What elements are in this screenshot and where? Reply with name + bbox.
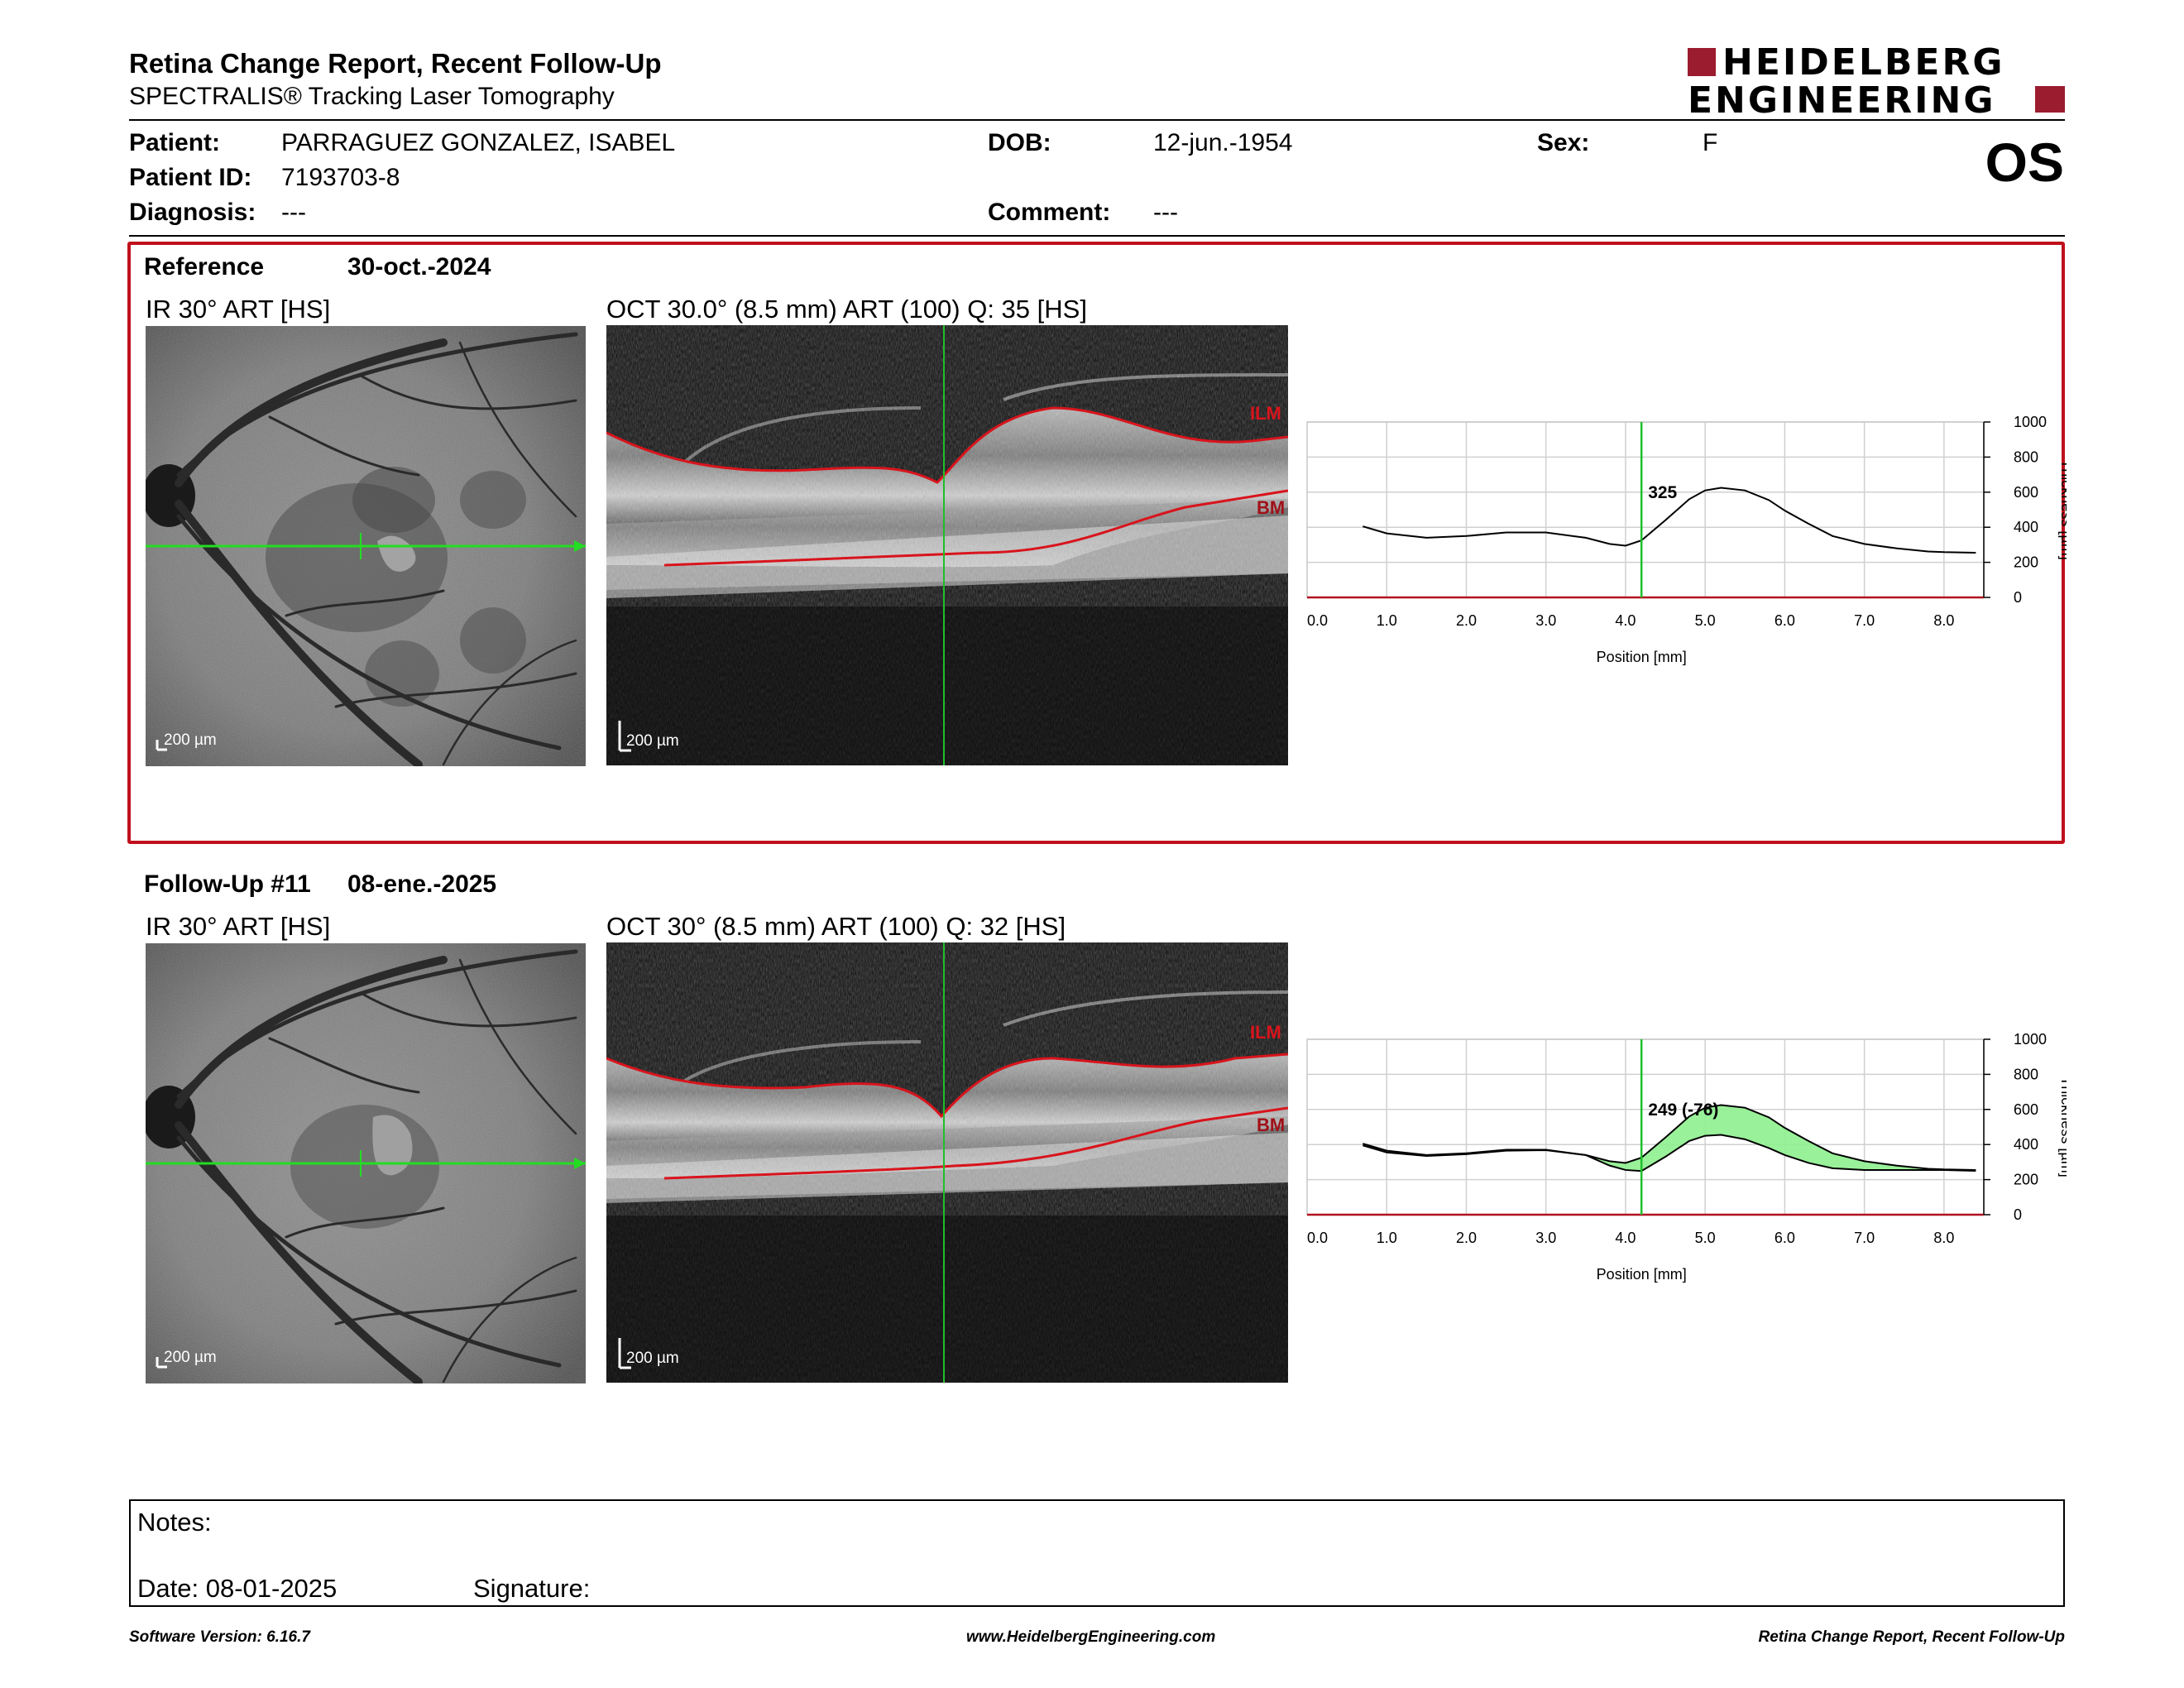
reference-x-tick-label: 0.0 — [1307, 612, 1328, 629]
followup-y-tick-label: 200 — [2014, 1172, 2038, 1188]
followup-x-tick-label: 4.0 — [1615, 1230, 1636, 1246]
reference-bm-label: BM — [1257, 497, 1285, 518]
patient-id-label: Patient ID: — [129, 164, 252, 191]
reference-label: Reference — [144, 253, 265, 281]
patient-name: PARRAGUEZ GONZALEZ, ISABEL — [281, 129, 676, 156]
sex-value: F — [1703, 129, 1718, 156]
followup-label: Follow-Up #11 — [144, 870, 311, 898]
patient-divider — [129, 235, 2065, 237]
reference-ir-image[interactable]: 200 µm — [146, 326, 586, 766]
reference-y-tick-label: 800 — [2014, 448, 2038, 465]
followup-x-tick-label: 6.0 — [1774, 1230, 1795, 1246]
reference-x-tick-label: 5.0 — [1695, 612, 1716, 629]
reference-y-tick-label: 400 — [2014, 519, 2038, 535]
followup-oct-image[interactable]: ILM BM 200 µm — [606, 942, 1288, 1383]
reference-chart-grid — [1307, 421, 1984, 598]
dob-label: DOB: — [988, 129, 1051, 156]
reference-x-tick-label: 8.0 — [1933, 612, 1954, 629]
footer-software: Software Version: 6.16.7 — [129, 1628, 310, 1646]
diagnosis-value: --- — [281, 199, 306, 226]
reference-y-tick-label: 0 — [2014, 589, 2022, 606]
logo-square-icon — [1688, 48, 1716, 76]
logo-square-icon — [2035, 86, 2065, 113]
notes-date: Date: 08-01-2025 — [137, 1574, 338, 1603]
followup-x-axis-label: Position [mm] — [1597, 1266, 1687, 1283]
reference-x-tick-label: 6.0 — [1774, 612, 1795, 629]
signature-label: Signature: — [473, 1574, 591, 1603]
report-title: Retina Change Report, Recent Follow-Up — [129, 48, 662, 79]
reference-frame — [127, 242, 2065, 844]
dob-value: 12-jun.-1954 — [1153, 129, 1293, 156]
reference-oct-image[interactable]: ILM BM 200 µm — [606, 325, 1288, 765]
reference-y-tick-label: 600 — [2014, 484, 2038, 501]
followup-thickness-line-1 — [1363, 1134, 1976, 1172]
reference-ir-scale: 200 µm — [164, 731, 217, 749]
followup-ir-title: IR 30° ART [HS] — [146, 912, 331, 941]
followup-date: 08-ene.-2025 — [347, 870, 497, 898]
reference-x-tick-label: 2.0 — [1456, 612, 1477, 629]
followup-ir-image[interactable]: 200 µm — [146, 943, 586, 1383]
footer-website[interactable]: www.HeidelbergEngineering.com — [966, 1628, 1216, 1646]
reference-x-tick-label: 4.0 — [1615, 612, 1636, 629]
followup-thickness-line-0 — [1363, 1104, 1976, 1171]
followup-x-tick-label: 7.0 — [1854, 1230, 1875, 1246]
report-subtitle: SPECTRALIS® Tracking Laser Tomography — [129, 83, 615, 110]
followup-y-tick-label: 600 — [2014, 1101, 2038, 1118]
reference-oct-title: OCT 30.0° (8.5 mm) ART (100) Q: 35 [HS] — [606, 295, 1087, 324]
comment-label: Comment: — [988, 199, 1111, 226]
reference-cursor-value-label: 325 — [1648, 483, 1677, 502]
comment-value: --- — [1153, 199, 1178, 226]
followup-ilm-label: ILM — [1250, 1022, 1281, 1043]
followup-cursor-value-label: 249 (-76) — [1648, 1101, 1718, 1120]
reference-ir-title: IR 30° ART [HS] — [146, 295, 331, 324]
followup-y-tick-label: 800 — [2014, 1066, 2038, 1082]
reference-y-tick-label: 200 — [2014, 554, 2038, 571]
followup-chart-frame — [1306, 1038, 1985, 1216]
followup-ir-scale: 200 µm — [164, 1349, 217, 1366]
diagnosis-label: Diagnosis: — [129, 199, 256, 226]
followup-y-tick-label: 0 — [2014, 1206, 2022, 1223]
followup-bm-label: BM — [1257, 1115, 1285, 1135]
reference-thickness-line-0 — [1363, 487, 1976, 554]
followup-thickness-change-area — [1363, 1105, 1976, 1172]
notes-label: Notes: — [137, 1508, 212, 1537]
logo-line2: ENGINEERING — [1688, 79, 1996, 122]
followup-thickness-chart[interactable]: 0.0 1.0 2.0 3.0 4.0 5.0 6.0 7.0 8.0 0 200 400 600 800… — [1305, 1031, 2067, 1296]
patient-id: 7193703-8 — [281, 164, 400, 191]
followup-x-tick-label: 8.0 — [1933, 1230, 1954, 1246]
followup-x-tick-label: 2.0 — [1456, 1230, 1477, 1246]
followup-y-axis-label: Thickness [µm] — [2058, 1077, 2067, 1177]
eye-indicator: OS — [1985, 132, 2064, 193]
footer-report-name: Retina Change Report, Recent Follow-Up — [1758, 1628, 2065, 1646]
reference-oct-scale: 200 µm — [626, 732, 679, 750]
followup-x-tick-label: 0.0 — [1307, 1230, 1328, 1246]
followup-oct-title: OCT 30° (8.5 mm) ART (100) Q: 32 [HS] — [606, 912, 1066, 941]
reference-date: 30-oct.-2024 — [347, 253, 491, 281]
reference-thickness-chart[interactable]: 0.0 1.0 2.0 3.0 4.0 5.0 6.0 7.0 8.0 0 200 400 600 800… — [1305, 414, 2067, 679]
reference-x-tick-label: 1.0 — [1377, 612, 1397, 629]
reference-ilm-label: ILM — [1250, 403, 1281, 424]
header-divider — [129, 119, 2065, 121]
followup-chart-grid — [1307, 1038, 1984, 1216]
followup-y-tick-label: 400 — [2014, 1136, 2038, 1153]
followup-oct-scale: 200 µm — [626, 1350, 679, 1367]
sex-label: Sex: — [1537, 129, 1590, 156]
logo-line1: HEIDELBERG — [1722, 41, 2005, 84]
patient-name-label: Patient: — [129, 129, 221, 156]
followup-x-tick-label: 5.0 — [1695, 1230, 1716, 1246]
notes-box[interactable]: Notes: Date: 08-01-2025 Signature: — [129, 1499, 2065, 1607]
reference-y-axis-label: Thickness [µm] — [2058, 459, 2067, 559]
reference-chart-frame — [1306, 421, 1985, 598]
reference-x-tick-label: 7.0 — [1854, 612, 1875, 629]
followup-y-tick-label: 1000 — [2014, 1031, 2047, 1048]
followup-x-tick-label: 3.0 — [1535, 1230, 1556, 1246]
reference-y-tick-label: 1000 — [2014, 414, 2047, 430]
followup-x-tick-label: 1.0 — [1377, 1230, 1397, 1246]
reference-x-axis-label: Position [mm] — [1597, 649, 1687, 665]
reference-x-tick-label: 3.0 — [1535, 612, 1556, 629]
